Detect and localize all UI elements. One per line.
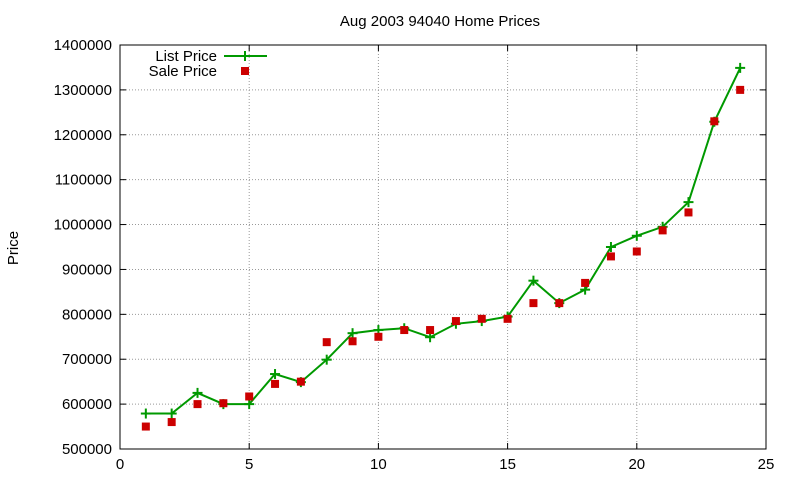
- list-price-point: [735, 62, 746, 73]
- sale-price-point: [400, 326, 409, 335]
- sale-price-point: [658, 226, 667, 235]
- legend: List Price Sale Price: [149, 48, 267, 80]
- legend-label-list-price: List Price: [155, 48, 217, 65]
- x-tick-label: 25: [758, 456, 775, 473]
- x-tick-label: 5: [245, 456, 253, 473]
- sale-price-point: [736, 85, 745, 94]
- sale-price-point: [451, 317, 460, 326]
- list-price-point: [270, 369, 281, 380]
- sale-price-point: [684, 208, 693, 217]
- sale-price-point: [503, 314, 512, 323]
- x-tick-label: 20: [628, 456, 645, 473]
- list-price-point: [166, 408, 177, 419]
- sale-price-point: [710, 117, 719, 126]
- chart-title: Aug 2003 94040 Home Prices: [340, 13, 540, 30]
- sale-price-point: [296, 377, 305, 386]
- y-tick-label: 1200000: [54, 127, 112, 144]
- sale-price-point: [271, 379, 280, 388]
- sale-price-point: [529, 299, 538, 308]
- legend-label-sale-price: Sale Price: [149, 63, 217, 80]
- y-tick-label: 1400000: [54, 37, 112, 54]
- y-tick-label: 1300000: [54, 82, 112, 99]
- y-tick-label: 800000: [62, 306, 112, 323]
- series: [140, 62, 746, 431]
- x-tick-label: 0: [116, 456, 124, 473]
- sale-price-point: [555, 299, 564, 308]
- sale-price-point: [606, 252, 615, 261]
- x-tick-label: 10: [370, 456, 387, 473]
- list-price-point: [244, 399, 255, 410]
- y-tick-label: 1100000: [55, 172, 112, 189]
- list-price-point: [528, 275, 539, 286]
- list-price-point: [683, 197, 694, 208]
- sale-price-point: [348, 337, 357, 346]
- sale-price-point: [374, 332, 383, 341]
- list-price-point: [140, 408, 151, 419]
- sale-price-point: [193, 400, 202, 409]
- y-tick-label: 1000000: [54, 217, 112, 234]
- y-tick-label: 600000: [62, 396, 112, 413]
- plot-frame: [119, 44, 767, 450]
- y-axis-label: Price: [5, 231, 22, 265]
- legend-swatch-sale-price: [241, 67, 249, 75]
- list-price-point: [631, 230, 642, 241]
- legend-marker-list-price: [240, 51, 250, 61]
- list-price-point: [605, 242, 616, 252]
- list-price-point: [321, 354, 332, 365]
- grid-lines: [120, 45, 766, 449]
- series-line-list-price: [145, 67, 742, 415]
- sale-price-point: [581, 278, 590, 287]
- sale-price-point: [141, 422, 150, 431]
- axis-ticks: 0 5 10 15 20 25 500000 600000 700000 800000 900000…: [54, 37, 775, 473]
- y-tick-label: 900000: [62, 261, 112, 278]
- sale-price-point: [245, 392, 254, 401]
- sale-price-point: [219, 399, 228, 408]
- y-tick-label: 500000: [62, 441, 112, 458]
- y-tick-label: 700000: [62, 351, 112, 368]
- sale-price-point: [167, 418, 176, 427]
- list-price-point: [192, 387, 203, 398]
- sale-price-point: [632, 247, 641, 256]
- x-tick-label: 15: [499, 456, 516, 473]
- list-price-point: [347, 328, 358, 339]
- sale-price-point: [322, 338, 331, 347]
- sale-price-point: [477, 314, 486, 323]
- sale-price-point: [426, 326, 435, 335]
